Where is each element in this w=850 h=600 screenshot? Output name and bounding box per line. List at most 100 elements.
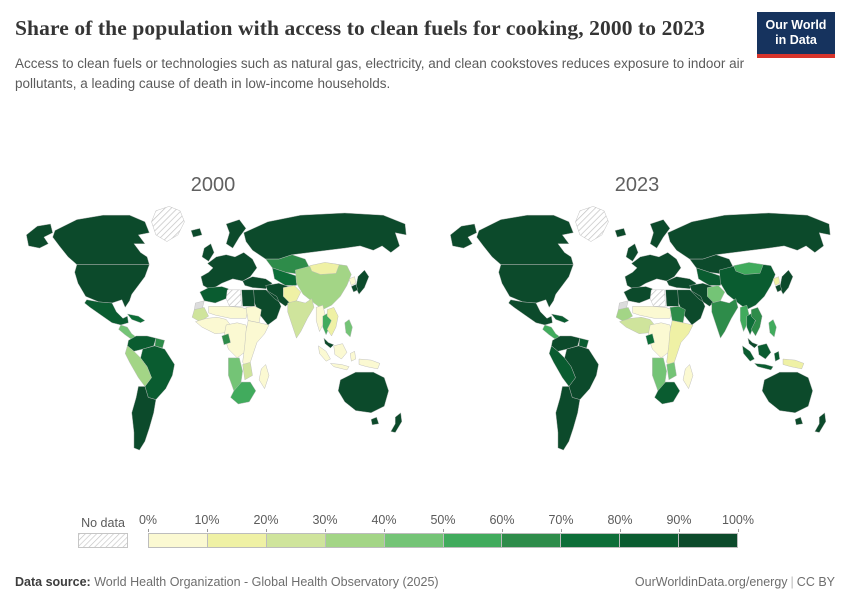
- region-new-zealand[interactable]: [814, 412, 827, 433]
- region-sudan[interactable]: [669, 306, 686, 323]
- legend-tick-mark: [443, 529, 444, 532]
- map-year-label: 2023: [614, 174, 660, 196]
- legend-bin-30%-to-40%[interactable]: [324, 534, 384, 547]
- legend-bin-70%-to-80%[interactable]: [560, 534, 620, 547]
- map-legend: No data 0% 10% 20% 30% 40% 50% 60% 70% 80% 90% 100…: [78, 513, 754, 548]
- region-canada[interactable]: [450, 214, 574, 265]
- legend-no-data-label: No data: [81, 516, 125, 530]
- region-botswana-zimbabwe[interactable]: [666, 362, 677, 381]
- region-usa[interactable]: [498, 264, 574, 308]
- legend-bin-90%-to-100%[interactable]: [678, 534, 738, 547]
- region-new-zealand[interactable]: [390, 412, 403, 433]
- region-sahel[interactable]: [208, 306, 249, 319]
- region-papua-new-guinea[interactable]: [782, 358, 805, 370]
- region-mongolia[interactable]: [309, 262, 340, 275]
- region-vietnam-laos[interactable]: [750, 307, 763, 337]
- region-philippines[interactable]: [768, 319, 777, 338]
- region-australia[interactable]: [761, 371, 813, 426]
- region-central-asia[interactable]: [696, 267, 723, 286]
- region-mongolia[interactable]: [733, 262, 764, 275]
- owid-url-link[interactable]: OurWorldinData.org/energy: [634, 575, 788, 589]
- region-malaysia[interactable]: [323, 337, 334, 349]
- legend-tick-labels: 0% 10% 20% 30% 40% 50% 60% 70% 80% 90% 100%: [139, 513, 754, 532]
- legend-tick-mark: [325, 529, 326, 532]
- license-link[interactable]: CC BY: [796, 575, 835, 589]
- region-madagascar[interactable]: [258, 364, 270, 389]
- no-data-hatch-swatch[interactable]: [78, 533, 128, 548]
- region-mexico[interactable]: [84, 299, 129, 326]
- legend-tick-label: 30%: [312, 513, 338, 527]
- region-maghreb[interactable]: [199, 286, 229, 304]
- region-madagascar[interactable]: [682, 364, 694, 389]
- owid-logo[interactable]: Our World in Data: [757, 12, 835, 58]
- region-south-korea[interactable]: [351, 284, 359, 293]
- region-mexico[interactable]: [508, 299, 553, 326]
- region-east-africa[interactable]: [666, 320, 694, 370]
- region-europe[interactable]: [190, 219, 258, 291]
- region-north-korea[interactable]: [772, 276, 780, 286]
- region-russia[interactable]: [243, 212, 407, 260]
- region-canada[interactable]: [26, 214, 150, 265]
- legend-bin-40%-to-50%[interactable]: [383, 534, 443, 547]
- region-guyanas[interactable]: [154, 337, 165, 349]
- region-sahel[interactable]: [632, 306, 673, 319]
- region-guyanas[interactable]: [578, 337, 589, 349]
- region-libya[interactable]: [649, 289, 666, 307]
- legend-bin-60%-to-70%[interactable]: [501, 534, 561, 547]
- legend-no-data[interactable]: No data: [78, 516, 128, 548]
- region-south-korea[interactable]: [775, 284, 783, 293]
- legend-bin-0%-to-10%[interactable]: [149, 534, 207, 547]
- region-europe[interactable]: [614, 219, 682, 291]
- map-panel-2000: 2000: [10, 174, 416, 460]
- region-greenland[interactable]: [151, 206, 185, 242]
- legend-tick-mark: [266, 529, 267, 532]
- region-peru-bolivia[interactable]: [548, 345, 576, 387]
- region-papua-new-guinea[interactable]: [358, 358, 381, 370]
- region-greenland[interactable]: [575, 206, 609, 242]
- region-sudan[interactable]: [245, 306, 262, 323]
- region-usa[interactable]: [74, 264, 150, 308]
- legend-bin-50%-to-60%[interactable]: [442, 534, 502, 547]
- legend-bin-20%-to-30%[interactable]: [265, 534, 325, 547]
- map-year-label: 2000: [190, 174, 236, 196]
- region-india[interactable]: [711, 298, 739, 339]
- region-east-africa[interactable]: [242, 320, 270, 370]
- region-india[interactable]: [287, 298, 315, 339]
- region-caribbean[interactable]: [127, 313, 146, 323]
- region-australia[interactable]: [337, 371, 389, 426]
- region-maghreb[interactable]: [623, 286, 653, 304]
- region-argentina-chile[interactable]: [131, 386, 157, 451]
- legend-bin-80%-to-90%[interactable]: [619, 534, 679, 547]
- region-argentina-chile[interactable]: [555, 386, 581, 451]
- owid-logo-line2: in Data: [775, 33, 817, 47]
- map-panel-2023: 2023: [434, 174, 840, 460]
- data-source-line: Data source: World Health Organization -…: [15, 575, 439, 589]
- region-south-africa[interactable]: [654, 381, 681, 405]
- region-egypt[interactable]: [665, 289, 679, 307]
- owid-logo-line1: Our World: [765, 18, 827, 32]
- region-indonesia[interactable]: [742, 343, 780, 371]
- region-japan[interactable]: [355, 269, 370, 295]
- region-gabon[interactable]: [221, 333, 231, 345]
- region-philippines[interactable]: [344, 319, 353, 338]
- region-russia[interactable]: [667, 212, 831, 260]
- legend-tick-mark: [502, 529, 503, 532]
- region-indonesia[interactable]: [318, 343, 356, 371]
- legend-bin-10%-to-20%[interactable]: [206, 534, 266, 547]
- region-peru-bolivia[interactable]: [124, 345, 152, 387]
- region-vietnam-laos[interactable]: [326, 307, 339, 337]
- region-malaysia[interactable]: [747, 337, 758, 349]
- region-gabon[interactable]: [645, 333, 655, 345]
- region-north-korea[interactable]: [348, 276, 356, 286]
- legend-tick-label: 0%: [138, 513, 158, 527]
- region-south-africa[interactable]: [230, 381, 257, 405]
- region-central-asia[interactable]: [272, 267, 299, 286]
- data-source-text: World Health Organization - Global Healt…: [90, 575, 439, 589]
- region-egypt[interactable]: [241, 289, 255, 307]
- chart-footer: Data source: World Health Organization -…: [0, 575, 850, 589]
- region-libya[interactable]: [225, 289, 242, 307]
- legend-color-scale: 0% 10% 20% 30% 40% 50% 60% 70% 80% 90% 100%: [139, 513, 754, 548]
- region-caribbean[interactable]: [551, 313, 570, 323]
- region-japan[interactable]: [779, 269, 794, 295]
- region-botswana-zimbabwe[interactable]: [242, 362, 253, 381]
